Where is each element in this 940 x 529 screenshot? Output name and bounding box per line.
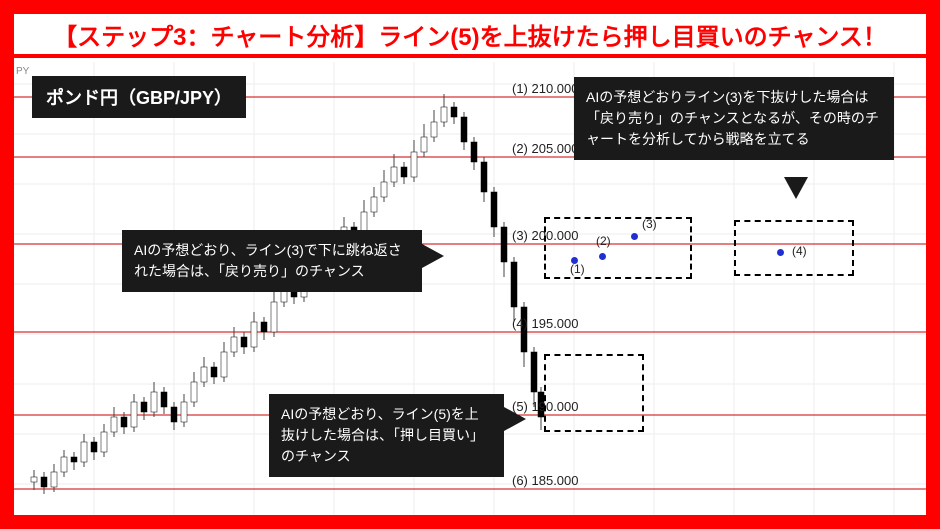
title-bar: 【ステップ3：チャート分析】ライン(5)を上抜けたら押し目買いのチャンス！	[14, 14, 926, 58]
prediction-dot	[599, 253, 606, 260]
prediction-dot	[631, 233, 638, 240]
callout-arrow	[422, 244, 444, 268]
prediction-label: (2)	[596, 234, 611, 248]
callout-2: AIの予想どおり、ライン(5)を上抜けした場合は、「押し目買い」のチャンス	[269, 394, 504, 477]
price-line-label: (1) 210.000	[512, 81, 579, 96]
callout-1: AIの予想どおり、ライン(3)で下に跳ね返された場合は、「戻り売り」のチャンス	[122, 230, 422, 292]
prediction-box	[544, 354, 644, 432]
callout-3: AIの予想どおりライン(3)を下抜けした場合は「戻り売り」のチャンスとなるが、そ…	[574, 77, 894, 160]
prediction-label: (4)	[792, 244, 807, 258]
callout-arrow	[504, 407, 526, 431]
prediction-label: (3)	[642, 217, 657, 231]
price-line-label: (2) 205.000	[512, 141, 579, 156]
prediction-label: (1)	[570, 262, 585, 276]
title-text: 【ステップ3：チャート分析】ライン(5)を上抜けたら押し目買いのチャンス！	[53, 17, 887, 52]
prediction-dot	[777, 249, 784, 256]
price-line-label: (6) 185.000	[512, 473, 579, 488]
pair-badge: ポンド円（GBP/JPY）	[32, 76, 246, 118]
pair-label: ポンド円（GBP/JPY）	[46, 88, 232, 108]
callout-arrow	[784, 177, 808, 199]
chart-area: PY ポンド円（GBP/JPY） (1) 210.000(2) 205.000(…	[14, 62, 926, 515]
prediction-box	[544, 217, 692, 279]
price-line-label: (4) 195.000	[512, 316, 579, 331]
